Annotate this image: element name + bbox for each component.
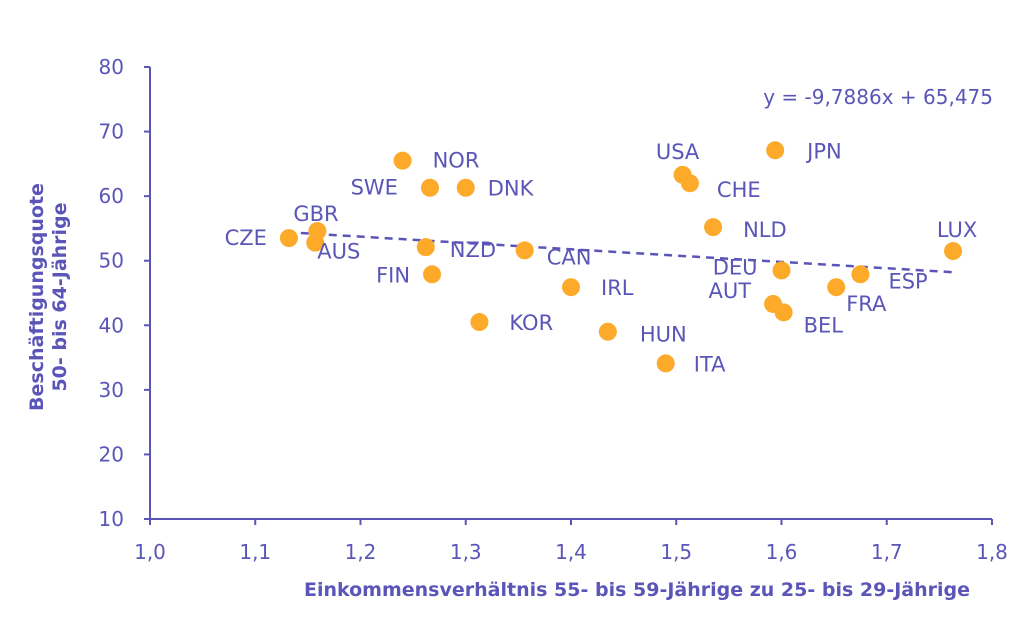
points-group bbox=[279, 141, 963, 373]
y-tick-label: 30 bbox=[99, 378, 124, 402]
data-point-swe bbox=[420, 178, 439, 197]
point-label-dnk: DNK bbox=[488, 177, 535, 201]
point-label-irl: IRL bbox=[601, 276, 634, 300]
point-label-cze: CZE bbox=[225, 226, 267, 250]
y-tick-label: 20 bbox=[99, 442, 124, 466]
x-tick-label: 1,4 bbox=[555, 540, 587, 564]
point-label-aut: AUT bbox=[709, 279, 752, 303]
point-label-usa: USA bbox=[656, 140, 700, 164]
point-label-lux: LUX bbox=[937, 218, 977, 242]
x-axis-title: Einkommensverhältnis 55- bis 59-Jährige … bbox=[304, 579, 970, 601]
point-label-fin: FIN bbox=[376, 263, 410, 287]
data-point-cze bbox=[279, 229, 298, 248]
point-label-gbr: GBR bbox=[293, 202, 338, 226]
y-axis-title-line-2: 50- bis 64-Jährige bbox=[49, 202, 71, 391]
point-label-jpn: JPN bbox=[805, 139, 842, 163]
y-tick-label: 60 bbox=[99, 184, 124, 208]
x-tick-label: 1,5 bbox=[660, 540, 692, 564]
point-label-che: CHE bbox=[717, 178, 761, 202]
data-point-jpn bbox=[766, 141, 785, 160]
data-point-che bbox=[680, 174, 699, 193]
point-label-hun: HUN bbox=[640, 323, 687, 347]
y-tick-label: 70 bbox=[99, 120, 124, 144]
point-label-esp: ESP bbox=[888, 269, 927, 293]
x-tick-label: 1,7 bbox=[871, 540, 903, 564]
data-point-bel bbox=[774, 303, 793, 322]
x-tick-label: 1,3 bbox=[450, 540, 482, 564]
y-tick-label: 10 bbox=[99, 507, 124, 531]
y-tick-label: 50 bbox=[99, 249, 124, 273]
point-label-bel: BEL bbox=[804, 313, 844, 337]
data-point-nzd bbox=[416, 238, 435, 257]
trendline-equation: y = -9,7886x + 65,475 bbox=[763, 85, 993, 109]
data-point-fra bbox=[827, 278, 846, 297]
point-label-swe: SWE bbox=[351, 176, 398, 200]
point-label-fra: FRA bbox=[846, 292, 887, 316]
x-tick-label: 1,2 bbox=[345, 540, 377, 564]
x-tick-label: 1,6 bbox=[766, 540, 798, 564]
point-label-nld: NLD bbox=[743, 218, 787, 242]
x-tick-label: 1,0 bbox=[134, 540, 166, 564]
data-point-aus bbox=[306, 233, 325, 252]
point-label-kor: KOR bbox=[509, 311, 553, 335]
data-point-lux bbox=[944, 242, 963, 261]
point-label-deu: DEU bbox=[713, 255, 758, 279]
point-label-can: CAN bbox=[547, 245, 592, 269]
x-tick-label: 1,1 bbox=[239, 540, 271, 564]
point-label-aus: AUS bbox=[317, 240, 360, 264]
data-point-nor bbox=[393, 151, 412, 170]
data-point-deu bbox=[772, 261, 791, 280]
x-tick-label: 1,8 bbox=[976, 540, 1008, 564]
ticks: 1,0 1,1 1,2 1,3 1,4 1,5 1,6 1,7 1,8 10 20 30 40 50 60 7… bbox=[99, 55, 1008, 564]
data-point-fin bbox=[423, 265, 442, 284]
data-point-hun bbox=[598, 322, 617, 341]
y-tick-label: 40 bbox=[99, 313, 124, 337]
data-point-nld bbox=[704, 218, 723, 237]
data-point-can bbox=[515, 241, 534, 260]
data-point-esp bbox=[851, 265, 870, 284]
data-point-irl bbox=[562, 278, 580, 297]
y-axis-title-line-1: Beschäftigungsquote bbox=[26, 183, 48, 411]
y-tick-label: 80 bbox=[99, 55, 124, 79]
data-point-dnk bbox=[456, 178, 475, 197]
data-point-ita bbox=[656, 354, 675, 373]
point-label-ita: ITA bbox=[694, 352, 726, 376]
point-label-nzd: NZD bbox=[450, 238, 496, 262]
point-label-nor: NOR bbox=[433, 149, 480, 173]
data-point-kor bbox=[470, 313, 489, 332]
